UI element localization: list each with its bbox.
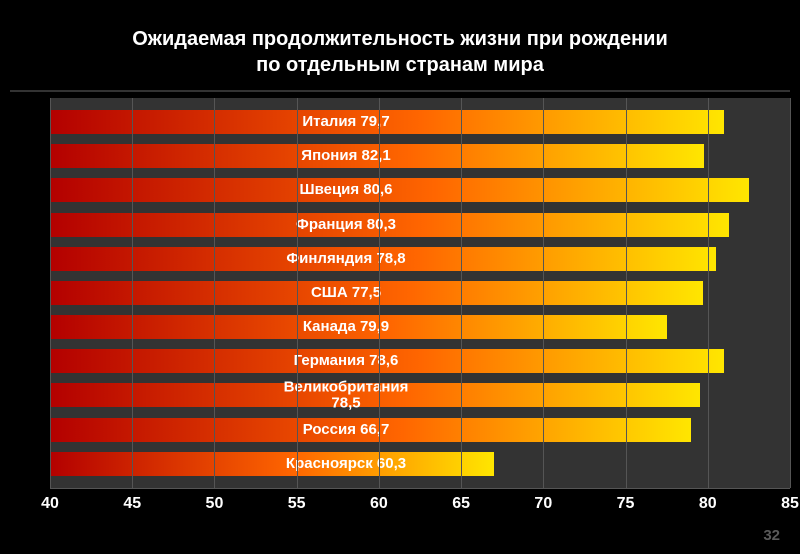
chart-gridline — [626, 98, 627, 488]
chart-bar-row: Великобритания78,5 — [50, 383, 790, 407]
chart-x-tick: 85 — [781, 495, 799, 513]
chart-bar-label: Красноярск 60,3 — [286, 456, 406, 472]
chart-gridline — [461, 98, 462, 488]
chart-title: Ожидаемая продолжительность жизни при ро… — [0, 0, 800, 90]
chart-x-tick: 70 — [534, 495, 552, 513]
chart-x-tick: 45 — [123, 495, 141, 513]
chart-gridline — [708, 98, 709, 488]
chart-bar — [50, 178, 749, 202]
chart-gridline — [132, 98, 133, 488]
chart-bar-label: Франция 80,3 — [296, 217, 396, 233]
chart-title-line2: по отдельным странам мира — [0, 52, 800, 78]
chart-x-tick: 75 — [617, 495, 635, 513]
chart-gridline — [50, 98, 51, 488]
chart-gridline — [543, 98, 544, 488]
chart-x-tick: 55 — [288, 495, 306, 513]
chart-bar-row: Япония 82,1 — [50, 144, 790, 168]
chart-bar-row: Германия 78,6 — [50, 349, 790, 373]
chart-container: Италия 79,7 Япония 82,1 Швеция 80,6 Франция… — [10, 90, 790, 525]
chart-bar-label: Япония 82,1 — [301, 148, 390, 164]
chart-bar-row: Красноярск 60,3 — [50, 452, 790, 476]
chart-x-tick: 50 — [206, 495, 224, 513]
chart-x-tick: 40 — [41, 495, 59, 513]
chart-x-tick: 80 — [699, 495, 717, 513]
chart-bar-label: Россия 66,7 — [303, 422, 390, 438]
chart-bar-row: Швеция 80,6 — [50, 178, 790, 202]
chart-title-line1: Ожидаемая продолжительность жизни при ро… — [0, 26, 800, 52]
chart-bar-label: Великобритания78,5 — [284, 380, 409, 412]
chart-bar-row: Италия 79,7 — [50, 110, 790, 134]
chart-bar-label: США 77,5 — [311, 285, 381, 301]
chart-bar-label: Италия 79,7 — [302, 114, 389, 130]
chart-x-axis: 40455055606570758085 — [50, 489, 790, 525]
chart-bar-row: Россия 66,7 — [50, 418, 790, 442]
chart-gridline — [379, 98, 380, 488]
chart-x-tick: 65 — [452, 495, 470, 513]
chart-bar-row: США 77,5 — [50, 281, 790, 305]
chart-bar-label: Германия 78,6 — [294, 353, 399, 369]
chart-x-tick: 60 — [370, 495, 388, 513]
chart-bar-row: Франция 80,3 — [50, 213, 790, 237]
chart-divider — [10, 90, 790, 92]
chart-gridline — [214, 98, 215, 488]
chart-gridline — [790, 98, 791, 488]
page-number: 32 — [763, 527, 780, 544]
chart-gridline — [297, 98, 298, 488]
chart-bar-label: Канада 79,9 — [303, 319, 389, 335]
chart-bars: Италия 79,7 Япония 82,1 Швеция 80,6 Франция… — [50, 108, 790, 478]
chart-bar-label: Финляндия 78,8 — [286, 251, 405, 267]
chart-bar-row: Финляндия 78,8 — [50, 247, 790, 271]
chart-bar-row: Канада 79,9 — [50, 315, 790, 339]
chart-bar — [50, 452, 494, 476]
chart-plot-area: Италия 79,7 Япония 82,1 Швеция 80,6 Франция… — [50, 98, 790, 489]
